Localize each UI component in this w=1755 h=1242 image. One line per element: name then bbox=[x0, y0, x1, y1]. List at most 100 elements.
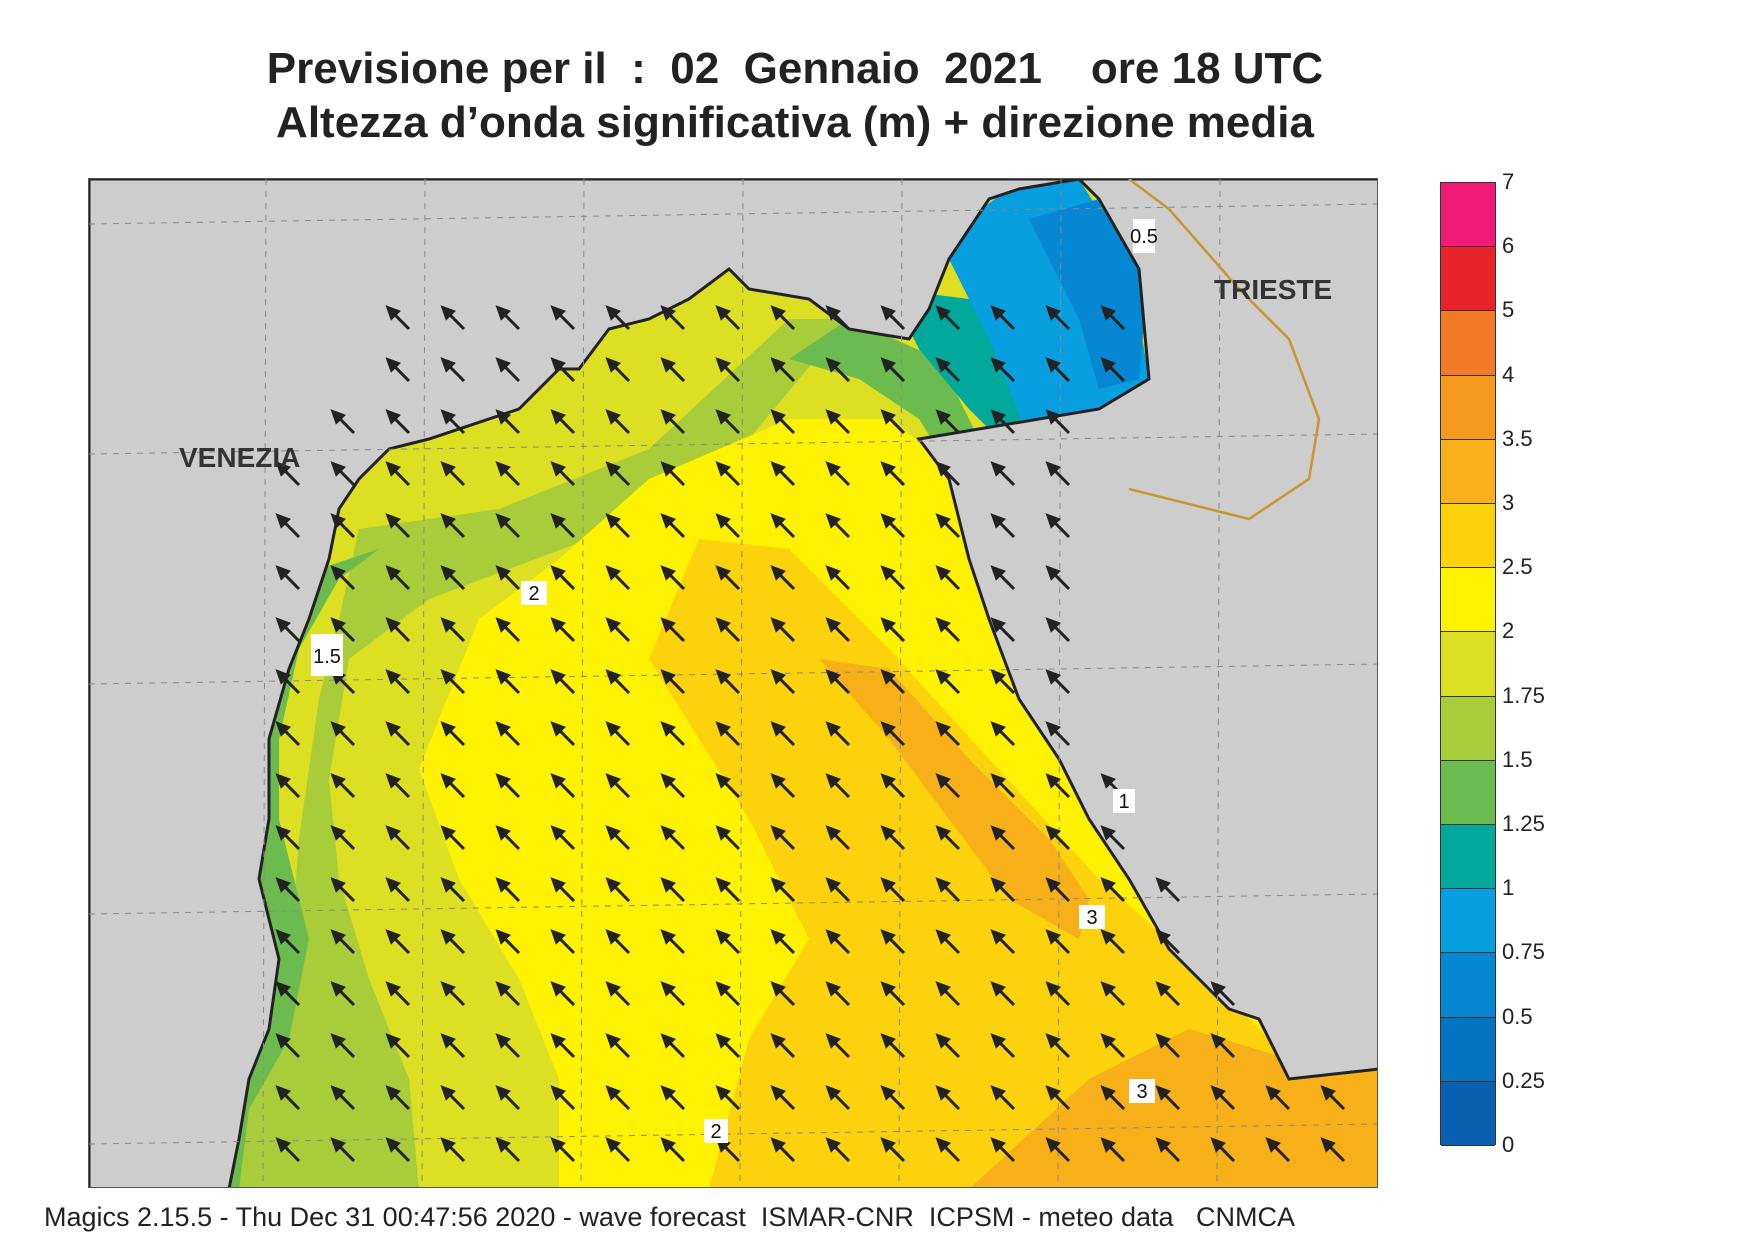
wave-direction-arrowhead bbox=[385, 721, 401, 737]
colorbar-tick-label: 0.5 bbox=[1502, 1003, 1533, 1029]
wave-direction-arrowhead bbox=[1265, 1137, 1281, 1153]
wave-direction-arrowhead bbox=[825, 669, 841, 685]
wave-direction-arrowhead bbox=[1100, 981, 1116, 997]
wave-direction-arrowhead bbox=[935, 669, 951, 685]
wave-direction-arrowhead bbox=[1045, 461, 1061, 477]
colorbar-segment bbox=[1441, 825, 1495, 890]
wave-direction-arrowhead bbox=[660, 565, 676, 581]
wave-direction-arrowhead bbox=[660, 773, 676, 789]
italy-west-coast-land bbox=[89, 179, 1377, 1187]
wave-direction-arrowhead bbox=[605, 929, 621, 945]
wave-direction-arrowhead bbox=[275, 565, 291, 581]
wave-direction-arrowhead bbox=[825, 1085, 841, 1101]
colorbar-segment bbox=[1441, 439, 1495, 504]
wave-direction-arrowhead bbox=[715, 1033, 731, 1049]
svg-text:2: 2 bbox=[528, 583, 539, 605]
wave-direction-arrowhead bbox=[550, 669, 566, 685]
wave-direction-arrowhead bbox=[715, 617, 731, 633]
wave-direction-arrowhead bbox=[275, 929, 291, 945]
wave-direction-arrowhead bbox=[935, 305, 951, 321]
wave-direction-arrowhead bbox=[1155, 929, 1171, 945]
wave-direction-arrowhead bbox=[440, 565, 456, 581]
wave-direction-arrowhead bbox=[385, 981, 401, 997]
wave-direction-arrowhead bbox=[440, 825, 456, 841]
wave-direction-arrowhead bbox=[440, 461, 456, 477]
colorbar-tick-label: 2 bbox=[1502, 618, 1515, 644]
wave-direction-arrowhead bbox=[770, 1137, 786, 1153]
wave-direction-arrowhead bbox=[440, 929, 456, 945]
city-label-trieste: TRIESTE bbox=[1214, 274, 1332, 305]
colorbar-segment bbox=[1441, 1017, 1495, 1082]
wave-direction-arrowhead bbox=[330, 513, 346, 529]
wave-direction-arrowhead bbox=[770, 461, 786, 477]
wave-direction-arrowhead bbox=[605, 825, 621, 841]
wave-direction-arrowhead bbox=[660, 1137, 676, 1153]
colorbar-segment bbox=[1441, 311, 1495, 376]
wave-direction-arrowhead bbox=[880, 461, 896, 477]
wave-direction-arrowhead bbox=[385, 877, 401, 893]
wave-direction-arrowhead bbox=[385, 929, 401, 945]
wave-direction-arrowhead bbox=[440, 981, 456, 997]
map-canvas: VENEZIA TRIESTE 0.5 2 1.5 1 2 3 3 bbox=[89, 179, 1377, 1187]
wave-direction-arrowhead bbox=[440, 1137, 456, 1153]
wave-direction-arrowhead bbox=[550, 305, 566, 321]
colorbar-segment bbox=[1441, 889, 1495, 954]
wave-direction-arrowhead bbox=[330, 461, 346, 477]
wave-direction-arrowhead bbox=[1210, 1085, 1226, 1101]
wave-direction-arrowhead bbox=[440, 721, 456, 737]
contour-label-2-north: 2 bbox=[521, 581, 547, 605]
wave-direction-arrowhead bbox=[825, 461, 841, 477]
wave-direction-arrowhead bbox=[385, 409, 401, 425]
wave-direction-arrowhead bbox=[990, 669, 1006, 685]
wave-direction-arrowhead bbox=[330, 1033, 346, 1049]
wave-direction-arrowhead bbox=[825, 981, 841, 997]
wave-direction-arrowhead bbox=[440, 409, 456, 425]
wave-direction-arrowhead bbox=[440, 773, 456, 789]
wave-height-map: VENEZIA TRIESTE 0.5 2 1.5 1 2 3 3 bbox=[88, 178, 1378, 1188]
wave-direction-arrowhead bbox=[660, 929, 676, 945]
wave-direction-arrowhead bbox=[1045, 669, 1061, 685]
wave-direction-arrowhead bbox=[1100, 929, 1116, 945]
wave-direction-arrowhead bbox=[825, 929, 841, 945]
wave-direction-arrowhead bbox=[880, 513, 896, 529]
svg-text:0.5: 0.5 bbox=[1130, 226, 1158, 248]
istria-croatia-land bbox=[916, 179, 1377, 1081]
wave-direction-arrowhead bbox=[275, 461, 291, 477]
wave-direction-arrowhead bbox=[770, 929, 786, 945]
wave-direction-arrowhead bbox=[605, 565, 621, 581]
wave-direction-arrowhead bbox=[1045, 357, 1061, 373]
wave-direction-arrowhead bbox=[1045, 1137, 1061, 1153]
wave-direction-arrowhead bbox=[495, 1085, 511, 1101]
wave-direction-arrowhead bbox=[550, 773, 566, 789]
wave-direction-arrowhead bbox=[935, 461, 951, 477]
colorbar-tick-label: 1 bbox=[1502, 875, 1515, 901]
wave-direction-arrowhead bbox=[605, 461, 621, 477]
wave-direction-arrowhead bbox=[1320, 1137, 1336, 1153]
wave-direction-arrowhead bbox=[1100, 357, 1116, 373]
wave-direction-arrowhead bbox=[715, 461, 731, 477]
wave-direction-arrowhead bbox=[495, 1033, 511, 1049]
wave-direction-arrowhead bbox=[770, 409, 786, 425]
wave-direction-arrowhead bbox=[1100, 877, 1116, 893]
wave-direction-arrowhead bbox=[880, 1085, 896, 1101]
wave-direction-arrowhead bbox=[385, 1137, 401, 1153]
wave-direction-arrowhead bbox=[770, 617, 786, 633]
wave-direction-arrowhead bbox=[715, 513, 731, 529]
wave-direction-arrowhead bbox=[385, 1085, 401, 1101]
wave-direction-arrowhead bbox=[935, 1033, 951, 1049]
wave-direction-arrowhead bbox=[275, 513, 291, 529]
wave-direction-arrowhead bbox=[825, 1137, 841, 1153]
forecast-title: Previsione per il : 02 Gennaio 2021 ore … bbox=[266, 44, 1324, 93]
wave-direction-arrowhead bbox=[550, 929, 566, 945]
wave-direction-arrowhead bbox=[660, 357, 676, 373]
wave-direction-arrowhead bbox=[495, 721, 511, 737]
wave-direction-arrowhead bbox=[1045, 409, 1061, 425]
colorbar-tick-label: 1.5 bbox=[1502, 746, 1533, 772]
wave-direction-arrowhead bbox=[275, 773, 291, 789]
wave-direction-arrowhead bbox=[440, 513, 456, 529]
wave-direction-arrowhead bbox=[880, 565, 896, 581]
wave-direction-arrowhead bbox=[330, 773, 346, 789]
wave-direction-arrowhead bbox=[990, 929, 1006, 945]
wave-direction-arrowhead bbox=[550, 1033, 566, 1049]
wave-direction-arrowhead bbox=[275, 1137, 291, 1153]
